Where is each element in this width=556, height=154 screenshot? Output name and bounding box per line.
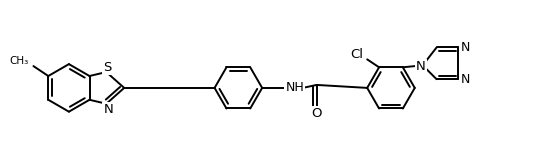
Text: N: N (416, 60, 425, 73)
Text: N: N (460, 73, 470, 86)
Text: S: S (103, 61, 112, 74)
Text: N: N (103, 103, 113, 116)
Text: CH₃: CH₃ (9, 56, 28, 66)
Text: O: O (311, 107, 322, 120)
Text: NH: NH (285, 81, 304, 94)
Text: Cl: Cl (350, 48, 363, 61)
Text: N: N (460, 41, 470, 54)
